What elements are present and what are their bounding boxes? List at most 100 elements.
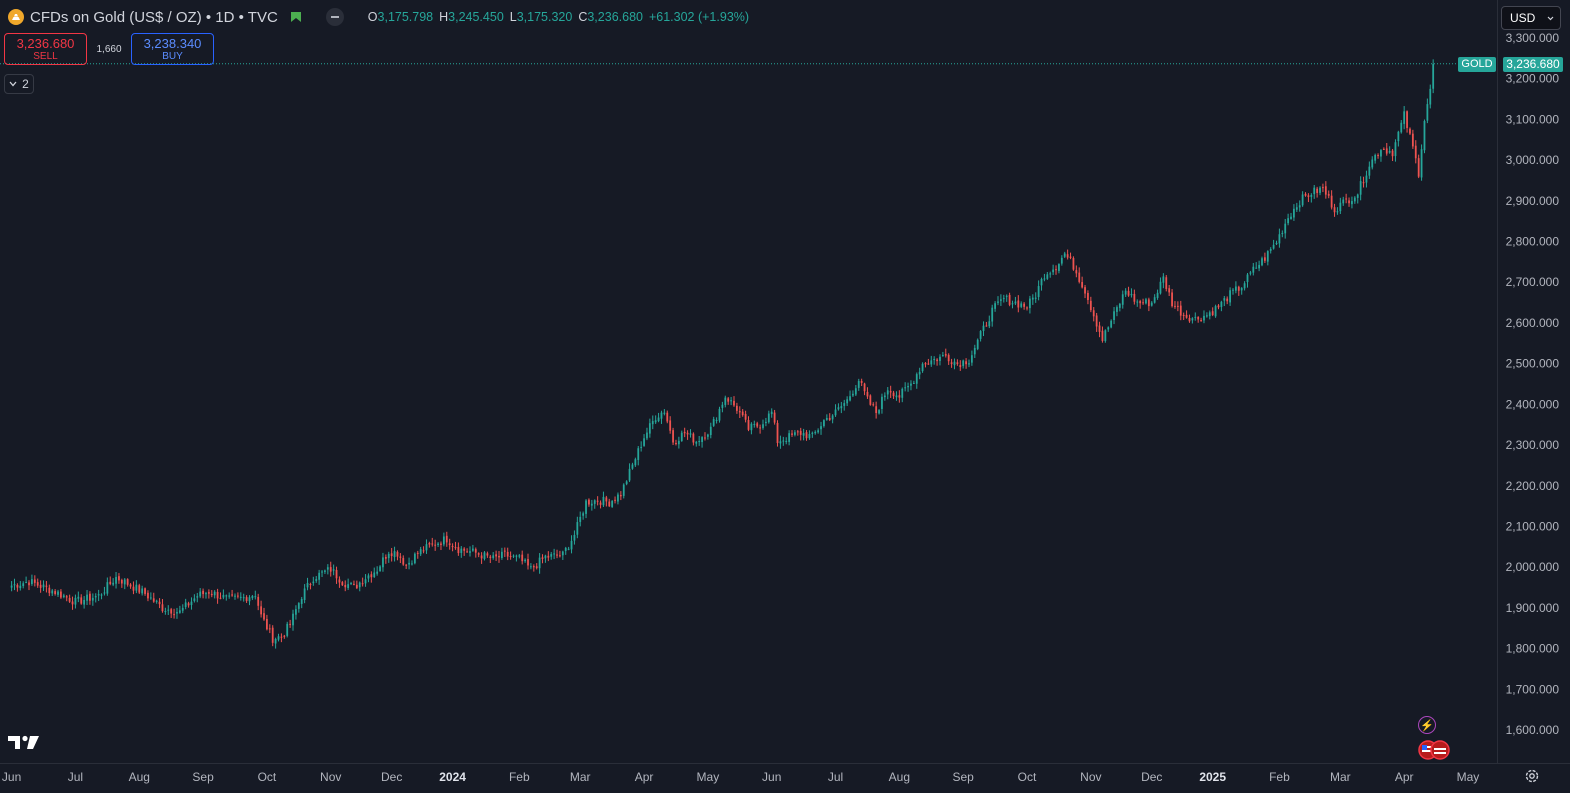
candle-body (695, 441, 698, 444)
candle-body (1063, 253, 1066, 257)
candle-body (881, 396, 883, 409)
x-axis-tick-label: 2025 (1199, 770, 1226, 784)
candle-body (1246, 274, 1249, 283)
y-axis-tick-label: 2,500.000 (1506, 357, 1560, 371)
candle-body (825, 417, 828, 420)
candle-body (698, 441, 701, 443)
candle-body (94, 595, 97, 598)
y-axis-tick-label: 1,800.000 (1506, 642, 1560, 656)
candle-body (1423, 120, 1426, 151)
candle-body (1130, 293, 1133, 296)
candle-body (236, 595, 239, 597)
candle-body (448, 543, 451, 546)
candle-body (86, 594, 88, 601)
candle-body (1040, 279, 1043, 286)
candle-body (416, 552, 419, 554)
candle-body (521, 554, 524, 562)
x-axis-tick-label: Feb (1269, 770, 1290, 784)
candle-body (106, 582, 109, 594)
sell-button[interactable]: 3,236.680 SELL (4, 33, 87, 65)
candle-body (1400, 122, 1403, 133)
candle-body (1037, 286, 1040, 298)
x-axis-tick-label: Jun (762, 770, 781, 784)
symbol-title[interactable]: CFDs on Gold (US$ / OZ) • 1D • TVC (30, 8, 278, 26)
candle-body (506, 551, 509, 557)
gear-icon[interactable] (1524, 768, 1540, 784)
candle-body (219, 597, 222, 599)
candle-body (1101, 330, 1104, 341)
candle-body (263, 613, 265, 620)
currency-select[interactable]: USD (1501, 6, 1561, 30)
candle-body (709, 426, 712, 436)
candle-body (419, 549, 422, 555)
candle-body (527, 559, 529, 566)
x-axis-tick-label: Jul (828, 770, 843, 784)
candle-body (77, 596, 80, 599)
candle-body (985, 325, 988, 327)
candle-body (1226, 298, 1229, 302)
candle-body (402, 557, 405, 565)
candle-body (515, 555, 518, 557)
candle-body (445, 535, 448, 543)
lightning-event-icon[interactable]: ⚡ (1418, 716, 1436, 734)
candle-body (147, 592, 149, 599)
candle-body (1194, 316, 1197, 318)
candle-body (1165, 277, 1168, 289)
candle-body (129, 584, 132, 587)
y-axis-tick-label: 1,600.000 (1506, 723, 1560, 737)
candle-body (895, 395, 898, 398)
candle-body (1005, 295, 1008, 297)
candle-body (1188, 317, 1191, 322)
candle-body (463, 548, 466, 551)
x-axis-tick-label: Mar (1330, 770, 1351, 784)
candle-body (1153, 297, 1156, 303)
candle-body (907, 386, 909, 388)
candle-body (309, 584, 312, 586)
us-flag-event-icon[interactable] (1430, 740, 1450, 760)
candle-body (1298, 205, 1301, 208)
candle-body (1397, 131, 1400, 142)
candle-body (901, 388, 904, 398)
indicators-toggle[interactable]: 2 (4, 74, 34, 94)
candle-body (828, 417, 831, 420)
candle-body (1252, 266, 1255, 273)
candle-body (1391, 150, 1394, 157)
flag-icon[interactable] (290, 11, 302, 23)
candle-body (1304, 193, 1307, 196)
candle-body (1339, 202, 1342, 212)
x-axis-tick-label: Mar (570, 770, 591, 784)
candle-body (759, 427, 762, 429)
candle-body (454, 547, 457, 549)
candle-body (1281, 232, 1284, 234)
candle-body (1142, 302, 1144, 304)
candle-body (643, 438, 645, 446)
minus-icon[interactable] (325, 8, 344, 26)
candle-body (637, 448, 640, 460)
candle-body (486, 553, 489, 556)
candle-body (628, 468, 631, 481)
candle-body (390, 553, 393, 557)
candle-body (16, 584, 19, 588)
candle-body (1046, 274, 1049, 279)
candle-body (399, 556, 402, 558)
candle-body (518, 555, 521, 557)
candle-body (814, 431, 817, 434)
y-axis-tick-label: 2,300.000 (1506, 438, 1560, 452)
x-axis-tick-label: Sep (192, 770, 214, 784)
candle-body (927, 363, 930, 365)
candle-body (1316, 188, 1319, 193)
spread-value: 1,660 (96, 43, 122, 55)
candle-body (779, 441, 782, 444)
candle-body (753, 424, 756, 426)
candle-body (1214, 306, 1217, 317)
buy-button[interactable]: 3,238.340 BUY (131, 33, 214, 65)
candle-body (149, 597, 152, 599)
candle-body (393, 551, 396, 558)
candle-body (1191, 318, 1194, 321)
candle-body (756, 423, 759, 427)
candle-body (585, 500, 587, 514)
candle-body (126, 579, 129, 585)
candle-body (767, 413, 770, 423)
candle-body (123, 579, 126, 585)
